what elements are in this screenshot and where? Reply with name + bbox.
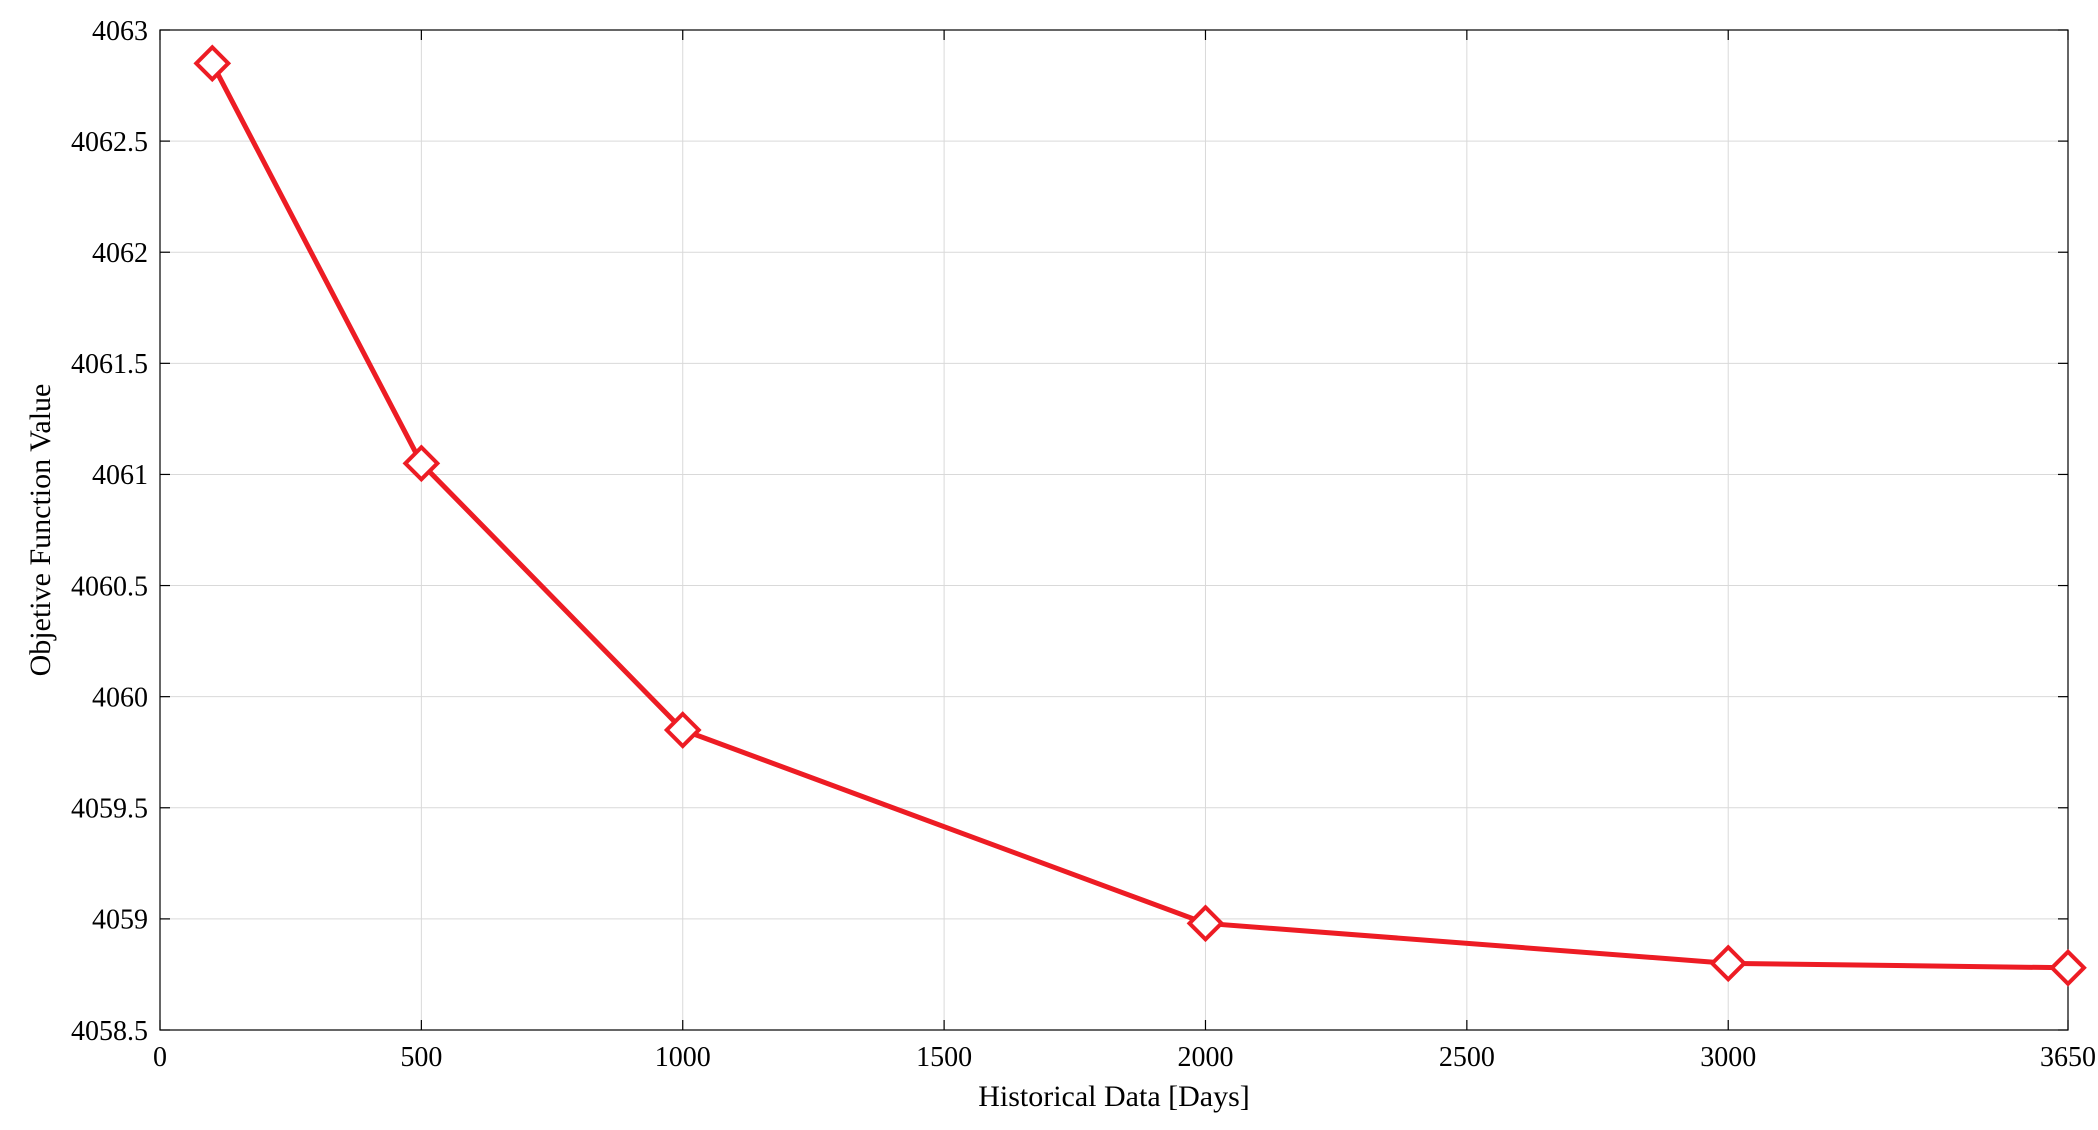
y-tick-label: 4059.5 xyxy=(71,794,148,825)
x-tick-label: 0 xyxy=(153,1042,167,1073)
x-tick-label: 3650 xyxy=(2040,1042,2096,1073)
y-tick-label: 4060 xyxy=(92,682,148,713)
y-axis-label: Objetive Function Value xyxy=(24,384,57,677)
y-tick-label: 4063 xyxy=(92,16,148,47)
x-tick-label: 1500 xyxy=(916,1042,972,1073)
y-tick-label: 4060.5 xyxy=(71,571,148,602)
y-tick-label: 4061 xyxy=(92,460,148,491)
x-tick-label: 2000 xyxy=(1177,1042,1233,1073)
x-tick-label: 500 xyxy=(400,1042,442,1073)
y-tick-label: 4059 xyxy=(92,905,148,936)
y-tick-label: 4062 xyxy=(92,238,148,269)
y-tick-label: 4058.5 xyxy=(71,1016,148,1047)
x-tick-label: 1000 xyxy=(655,1042,711,1073)
y-tick-label: 4062.5 xyxy=(71,127,148,158)
y-tick-label: 4061.5 xyxy=(71,349,148,380)
chart-container: 0 500 1000 1500 2000 2500 3000 3650 4058.5 4059 40… xyxy=(0,0,2098,1130)
line-chart: 0 500 1000 1500 2000 2500 3000 3650 4058.5 4059 40… xyxy=(0,0,2098,1130)
x-tick-label: 3000 xyxy=(1700,1042,1756,1073)
x-tick-label: 2500 xyxy=(1439,1042,1495,1073)
x-axis-label: Historical Data [Days] xyxy=(978,1080,1250,1113)
